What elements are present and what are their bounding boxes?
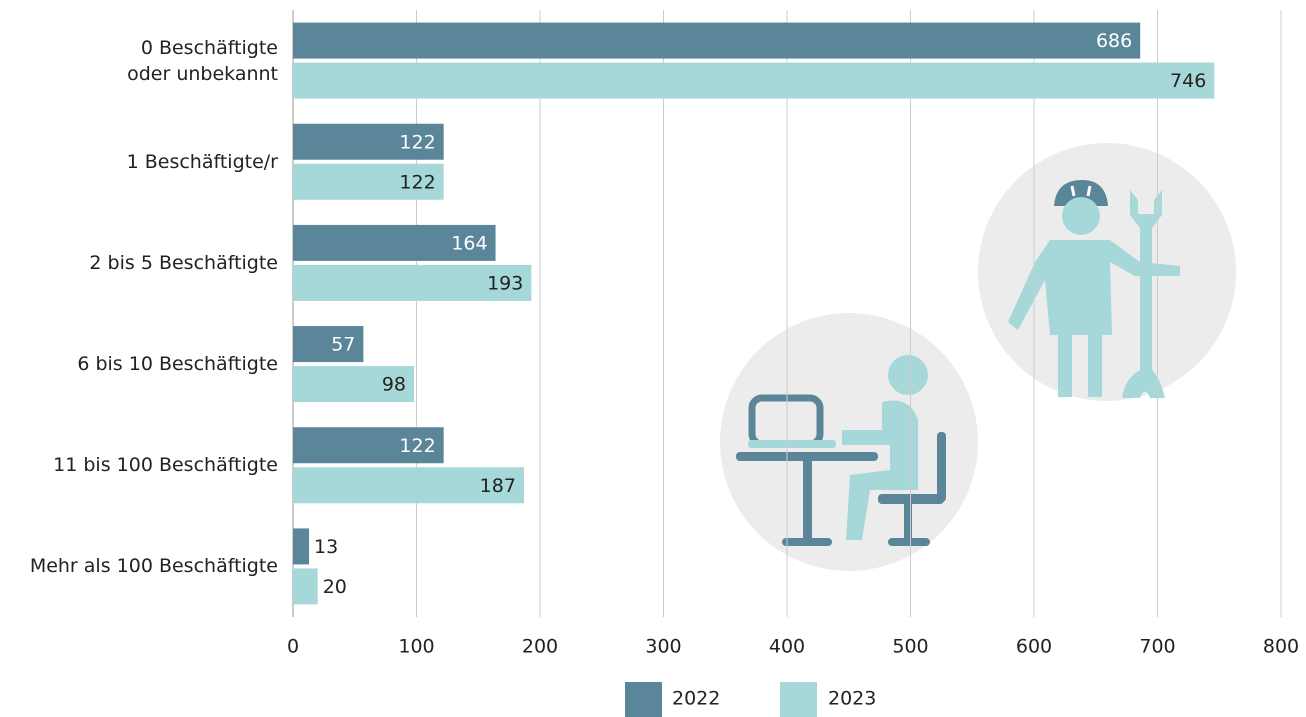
- value-label: 13: [314, 536, 338, 558]
- bar: [293, 62, 1215, 99]
- x-tick-label: 0: [287, 636, 299, 658]
- value-label: 98: [382, 374, 406, 396]
- value-label: 686: [1096, 30, 1132, 52]
- x-tick-label: 600: [1016, 636, 1052, 658]
- bar: [293, 264, 532, 301]
- x-tick-label: 400: [769, 636, 805, 658]
- value-label: 20: [323, 576, 347, 598]
- illustration-office: [720, 313, 978, 571]
- value-label: 122: [399, 131, 435, 153]
- x-tick-label: 800: [1263, 636, 1299, 658]
- category-label: 2 bis 5 Beschäftigte: [89, 251, 278, 274]
- bar: [293, 224, 496, 261]
- bar: [293, 163, 444, 200]
- illustration-worker: [978, 143, 1236, 401]
- bar: [293, 326, 364, 363]
- bar: [293, 467, 524, 504]
- value-label: 193: [487, 272, 523, 294]
- legend-swatch: [625, 682, 662, 717]
- x-tick-label: 100: [398, 636, 434, 658]
- x-tick-label: 500: [892, 636, 928, 658]
- x-tick-label: 300: [645, 636, 681, 658]
- legend-swatch: [780, 682, 817, 717]
- bar: [293, 568, 318, 605]
- category-label: 0 Beschäftigte oder unbekannt: [127, 36, 278, 85]
- value-label: 746: [1170, 70, 1206, 92]
- bar: [293, 366, 415, 403]
- x-tick-label: 200: [522, 636, 558, 658]
- category-label: 1 Beschäftigte/r: [126, 150, 278, 173]
- legend-label: 2022: [672, 688, 720, 710]
- category-label: Mehr als 100 Beschäftigte: [29, 555, 278, 578]
- value-label: 122: [399, 171, 435, 193]
- value-label: 187: [480, 475, 516, 497]
- bar: [293, 427, 444, 464]
- x-tick-label: 700: [1139, 636, 1175, 658]
- category-label: 6 bis 10 Beschäftigte: [77, 353, 278, 376]
- bar: [293, 22, 1141, 59]
- bar: [293, 528, 310, 565]
- category-label: 11 bis 100 Beschäftigte: [53, 454, 278, 477]
- value-label: 164: [451, 232, 487, 254]
- bar: [293, 123, 444, 160]
- legend-label: 2023: [828, 688, 876, 710]
- value-label: 122: [399, 435, 435, 457]
- value-label: 57: [331, 334, 355, 356]
